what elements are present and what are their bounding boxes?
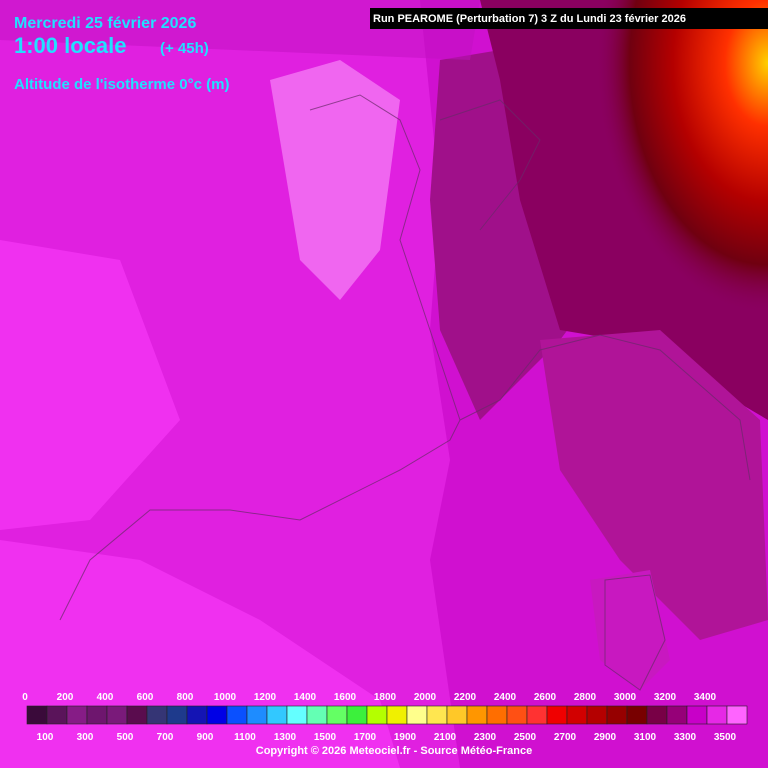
run-bar [370,8,768,29]
legend-label: 3200 [654,692,677,703]
legend-swatch [326,705,348,725]
legend-label: 400 [97,692,114,703]
legend-label: 300 [77,732,94,743]
legend-label: 3000 [614,692,637,703]
legend-swatch [706,705,728,725]
legend-swatch [666,705,688,725]
legend-label: 1000 [214,692,237,703]
legend-swatch [106,705,128,725]
legend-swatch [206,705,228,725]
legend-label: 200 [57,692,74,703]
lead-time: (+ 45h) [160,40,209,57]
legend-swatch [406,705,428,725]
legend-label: 600 [137,692,154,703]
legend-label: 2900 [594,732,617,743]
legend-label: 3100 [634,732,657,743]
legend-label: 2300 [474,732,497,743]
legend-label: 1600 [334,692,357,703]
legend-swatch [126,705,148,725]
legend-swatch [546,705,568,725]
legend-label: 2700 [554,732,577,743]
legend-swatch [246,705,268,725]
legend-swatch [346,705,368,725]
legend-label: 3300 [674,732,697,743]
legend-label: 2800 [574,692,597,703]
parameter: Altitude de l'isotherme 0°c (m) [14,76,229,93]
legend-swatch [726,705,748,725]
legend-swatch [446,705,468,725]
legend-label: 2000 [414,692,437,703]
legend-swatch [526,705,548,725]
run-info: Run PEAROME (Perturbation 7) 3 Z du Lund… [373,13,686,25]
legend: 0 100 200 300 400 500 600 700 800 900 1000 1100 1200… [22,692,748,743]
legend-swatch [646,705,668,725]
legend-label: 1800 [374,692,397,703]
legend-label: 1400 [294,692,317,703]
legend-swatch [46,705,68,725]
legend-swatch [426,705,448,725]
legend-swatch [186,705,208,725]
legend-swatch [286,705,308,725]
legend-label: 800 [177,692,194,703]
legend-swatch [486,705,508,725]
legend-label: 1100 [234,732,256,743]
legend-label: 3500 [714,732,737,743]
legend-swatch [146,705,168,725]
legend-swatch [26,705,48,725]
time: 1:00 locale [14,33,127,58]
legend-swatch [166,705,188,725]
legend-label: 500 [117,732,134,743]
legend-label: 3400 [694,692,717,703]
header: Mercredi 25 février 2026 1:00 locale (+ … [14,8,768,93]
legend-swatch [626,705,648,725]
borders [59,94,751,691]
legend-label: 0 [22,692,28,703]
date: Mercredi 25 février 2026 [14,15,196,32]
copyright: Copyright © 2026 Meteociel.fr - Source M… [256,745,532,757]
legend-label: 2600 [534,692,557,703]
legend-label: 100 [37,732,54,743]
legend-label: 900 [197,732,214,743]
legend-swatch [466,705,488,725]
legend-label: 2500 [514,732,537,743]
legend-swatch [366,705,388,725]
legend-swatch [86,705,108,725]
legend-swatch [306,705,328,725]
legend-label: 2400 [494,692,517,703]
legend-label: 2200 [454,692,477,703]
legend-swatch [266,705,288,725]
legend-swatch [506,705,528,725]
legend-label: 1700 [354,732,377,743]
legend-swatch [66,705,88,725]
legend-swatch [566,705,588,725]
legend-label: 1300 [274,732,297,743]
legend-swatch [686,705,708,725]
legend-label: 2100 [434,732,457,743]
legend-swatch [606,705,628,725]
legend-swatch [586,705,608,725]
legend-label: 1200 [254,692,277,703]
legend-label: 700 [157,732,174,743]
legend-swatch [386,705,408,725]
legend-label: 1900 [394,732,417,743]
legend-swatch [226,705,248,725]
legend-label: 1500 [314,732,337,743]
